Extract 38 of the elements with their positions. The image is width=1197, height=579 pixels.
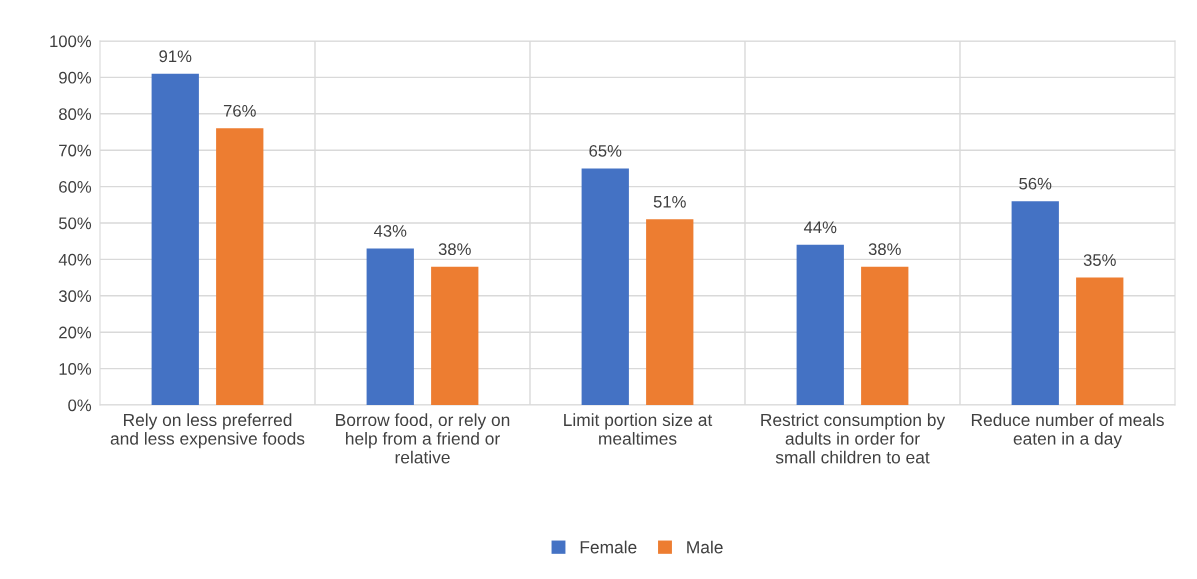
data-label: 76% bbox=[223, 104, 256, 117]
y-tick-label: 30% bbox=[58, 290, 92, 302]
y-tick-label: 100% bbox=[50, 35, 92, 48]
data-label: 43% bbox=[373, 225, 407, 237]
legend-label: Male bbox=[687, 540, 723, 554]
data-label: 44% bbox=[803, 221, 837, 234]
y-tick-label: 80% bbox=[59, 108, 92, 120]
data-label: 56% bbox=[1019, 177, 1052, 190]
data-label: 51% bbox=[653, 196, 686, 208]
data-label: 35% bbox=[1083, 254, 1116, 266]
bar bbox=[581, 168, 629, 405]
bar bbox=[861, 266, 909, 405]
x-tick-label: Limit portion size at mealtimes bbox=[564, 413, 713, 445]
y-tick-label: 0% bbox=[68, 399, 92, 412]
y-tick-label: 40% bbox=[58, 253, 92, 266]
bar bbox=[431, 266, 479, 405]
y-tick-label: 10% bbox=[59, 363, 92, 375]
bar bbox=[1011, 201, 1059, 405]
bar bbox=[216, 128, 264, 405]
y-tick-label: 50% bbox=[58, 217, 92, 230]
y-tick-label: 60% bbox=[59, 181, 92, 193]
x-tick-label: Reduce number of meals eaten in a day bbox=[971, 413, 1164, 449]
y-tick-label: 90% bbox=[59, 71, 92, 84]
y-tick-label: 20% bbox=[59, 326, 92, 339]
data-label: 38% bbox=[438, 243, 471, 256]
bar bbox=[1076, 277, 1124, 405]
data-label: 38% bbox=[868, 243, 901, 256]
data-label: 91% bbox=[159, 50, 192, 63]
data-label: 65% bbox=[589, 144, 622, 157]
y-tick-label: 70% bbox=[59, 144, 92, 157]
x-tick-label: Borrow food, or rely on help from a friend or relative bbox=[336, 413, 510, 464]
x-tick-label: Restrict consumption by adults in order for small children to eat bbox=[761, 413, 946, 464]
bar bbox=[366, 248, 414, 405]
x-tick-label: Rely on less preferred and less expensive foods bbox=[110, 413, 305, 449]
legend-label: Female bbox=[580, 540, 637, 554]
bar bbox=[646, 219, 694, 405]
bar bbox=[796, 244, 844, 405]
bar bbox=[151, 73, 199, 405]
